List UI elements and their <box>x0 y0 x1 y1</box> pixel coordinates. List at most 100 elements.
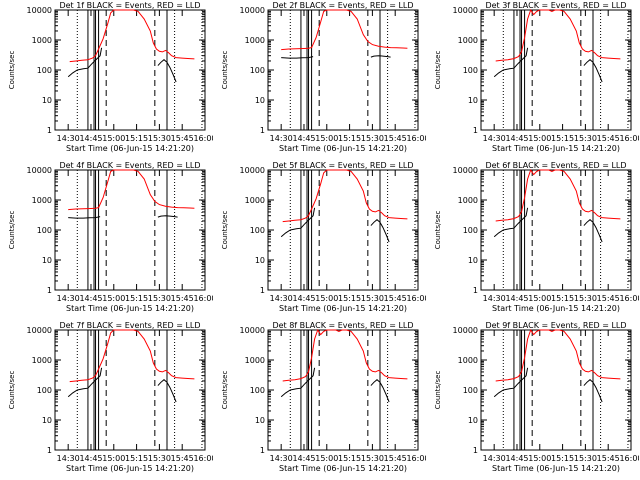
chart-title: Det 5f BLACK = Events, RED = LLD <box>272 161 413 170</box>
y-tick-label: 1000 <box>245 356 265 365</box>
x-tick-label: 15:00 <box>528 134 551 143</box>
y-tick-label: 100 <box>37 226 52 235</box>
x-tick-label: 14:45 <box>505 134 528 143</box>
x-tick-label: 15:15 <box>338 454 361 463</box>
y-axis-label: Counts/sec <box>8 371 16 410</box>
y-tick-label: 1 <box>260 286 265 295</box>
y-tick-label: 100 <box>463 66 478 75</box>
y-tick-label: 1 <box>473 286 478 295</box>
series-line-lld <box>69 329 195 383</box>
x-tick-label: 15:00 <box>102 454 125 463</box>
x-tick-label: 14:45 <box>505 454 528 463</box>
x-axis-label: Start Time (06-Jun-15 14:21:20) <box>492 464 620 473</box>
y-axis-label: Counts/sec <box>221 371 229 410</box>
x-tick-label: 15:15 <box>551 294 574 303</box>
x-tick-label: 14:30 <box>270 454 293 463</box>
y-tick-label: 1 <box>47 126 52 135</box>
detector-panel-4: 1 10 100 1000 10000 14:30 14:45 15:00 15:15 15:30… <box>0 160 213 320</box>
y-tick-label: 10 <box>255 256 265 265</box>
y-tick-label: 1 <box>260 446 265 455</box>
x-tick-label: 14:45 <box>79 134 102 143</box>
x-tick-label: 14:45 <box>292 134 315 143</box>
detector-chart-9: 1 10 100 1000 10000 14:30 14:45 15:00 15:15 15:30… <box>434 321 639 473</box>
detector-chart-5: 1 10 100 1000 10000 14:30 14:45 15:00 15:15 15:30… <box>221 161 426 313</box>
series-line-lld <box>68 169 195 211</box>
y-tick-label: 10000 <box>453 6 478 15</box>
y-tick-label: 1 <box>260 126 265 135</box>
y-tick-label: 1000 <box>32 36 52 45</box>
x-tick-label: 15:15 <box>125 134 148 143</box>
x-tick-label: 14:45 <box>505 294 528 303</box>
y-tick-label: 10000 <box>27 6 52 15</box>
y-tick-label: 10000 <box>27 166 52 175</box>
x-tick-label: 14:45 <box>292 454 315 463</box>
detector-panel-1: 1 10 100 1000 10000 14:30 14:45 15:00 15:15 15:30… <box>0 0 213 160</box>
x-tick-label: 16:00 <box>406 134 426 143</box>
y-tick-label: 10 <box>42 96 52 105</box>
detector-chart-7: 1 10 100 1000 10000 14:30 14:45 15:00 15:15 15:30… <box>8 321 213 473</box>
x-tick-label: 15:45 <box>597 134 620 143</box>
y-axis-label: Counts/sec <box>434 371 442 410</box>
series-line-lld <box>69 9 195 63</box>
y-tick-label: 100 <box>250 386 265 395</box>
y-tick-label: 10 <box>255 416 265 425</box>
series-line-events <box>493 367 603 403</box>
x-tick-label: 15:30 <box>148 294 171 303</box>
y-tick-label: 1000 <box>32 356 52 365</box>
series-line-events <box>493 47 603 83</box>
y-tick-label: 1000 <box>458 196 478 205</box>
series-line-lld <box>495 168 621 222</box>
x-tick-label: 15:30 <box>574 294 597 303</box>
x-tick-label: 15:30 <box>574 454 597 463</box>
y-axis-label: Counts/sec <box>8 211 16 250</box>
x-tick-label: 15:15 <box>338 294 361 303</box>
x-tick-label: 15:15 <box>338 134 361 143</box>
x-axis-label: Start Time (06-Jun-15 14:21:20) <box>279 144 407 153</box>
y-tick-label: 1000 <box>32 196 52 205</box>
x-tick-label: 15:00 <box>102 294 125 303</box>
x-tick-label: 15:30 <box>361 134 384 143</box>
y-tick-label: 100 <box>37 386 52 395</box>
x-tick-label: 15:45 <box>384 454 407 463</box>
y-tick-label: 1 <box>473 446 478 455</box>
detector-chart-4: 1 10 100 1000 10000 14:30 14:45 15:00 15:15 15:30… <box>8 161 213 313</box>
x-tick-label: 15:30 <box>574 134 597 143</box>
detector-panel-8: 1 10 100 1000 10000 14:30 14:45 15:00 15:15 15:30… <box>213 320 426 480</box>
chart-title: Det 3f BLACK = Events, RED = LLD <box>485 1 626 10</box>
x-axis-label: Start Time (06-Jun-15 14:21:20) <box>492 144 620 153</box>
y-tick-label: 10000 <box>240 166 265 175</box>
y-tick-label: 1000 <box>458 356 478 365</box>
chart-title: Det 6f BLACK = Events, RED = LLD <box>485 161 626 170</box>
x-axis-label: Start Time (06-Jun-15 14:21:20) <box>66 144 194 153</box>
x-tick-label: 15:45 <box>384 134 407 143</box>
x-tick-label: 15:00 <box>315 294 338 303</box>
y-tick-label: 1000 <box>245 36 265 45</box>
x-tick-label: 15:30 <box>361 294 384 303</box>
x-tick-label: 15:00 <box>102 134 125 143</box>
y-axis-label: Counts/sec <box>221 51 229 90</box>
x-tick-label: 15:30 <box>148 134 171 143</box>
y-tick-label: 10000 <box>453 166 478 175</box>
x-axis-label: Start Time (06-Jun-15 14:21:20) <box>279 464 407 473</box>
detector-chart-8: 1 10 100 1000 10000 14:30 14:45 15:00 15:15 15:30… <box>221 321 426 473</box>
y-axis-label: Counts/sec <box>434 211 442 250</box>
detector-panel-5: 1 10 100 1000 10000 14:30 14:45 15:00 15:15 15:30… <box>213 160 426 320</box>
x-tick-label: 14:30 <box>270 294 293 303</box>
y-tick-label: 1 <box>47 446 52 455</box>
series-line-events <box>67 47 177 83</box>
detector-chart-3: 1 10 100 1000 10000 14:30 14:45 15:00 15:15 15:30… <box>434 1 639 153</box>
y-tick-label: 100 <box>37 66 52 75</box>
x-tick-label: 16:00 <box>619 134 639 143</box>
chart-title: Det 8f BLACK = Events, RED = LLD <box>272 321 413 330</box>
x-tick-label: 14:30 <box>483 294 506 303</box>
x-tick-label: 16:00 <box>619 294 639 303</box>
y-axis-label: Counts/sec <box>8 51 16 90</box>
x-tick-label: 15:15 <box>551 454 574 463</box>
x-tick-label: 14:45 <box>292 294 315 303</box>
x-tick-label: 14:30 <box>57 134 80 143</box>
y-tick-label: 10000 <box>240 6 265 15</box>
x-tick-label: 15:00 <box>528 454 551 463</box>
y-tick-label: 1000 <box>458 36 478 45</box>
x-axis-label: Start Time (06-Jun-15 14:21:20) <box>492 304 620 313</box>
y-tick-label: 1 <box>473 126 478 135</box>
